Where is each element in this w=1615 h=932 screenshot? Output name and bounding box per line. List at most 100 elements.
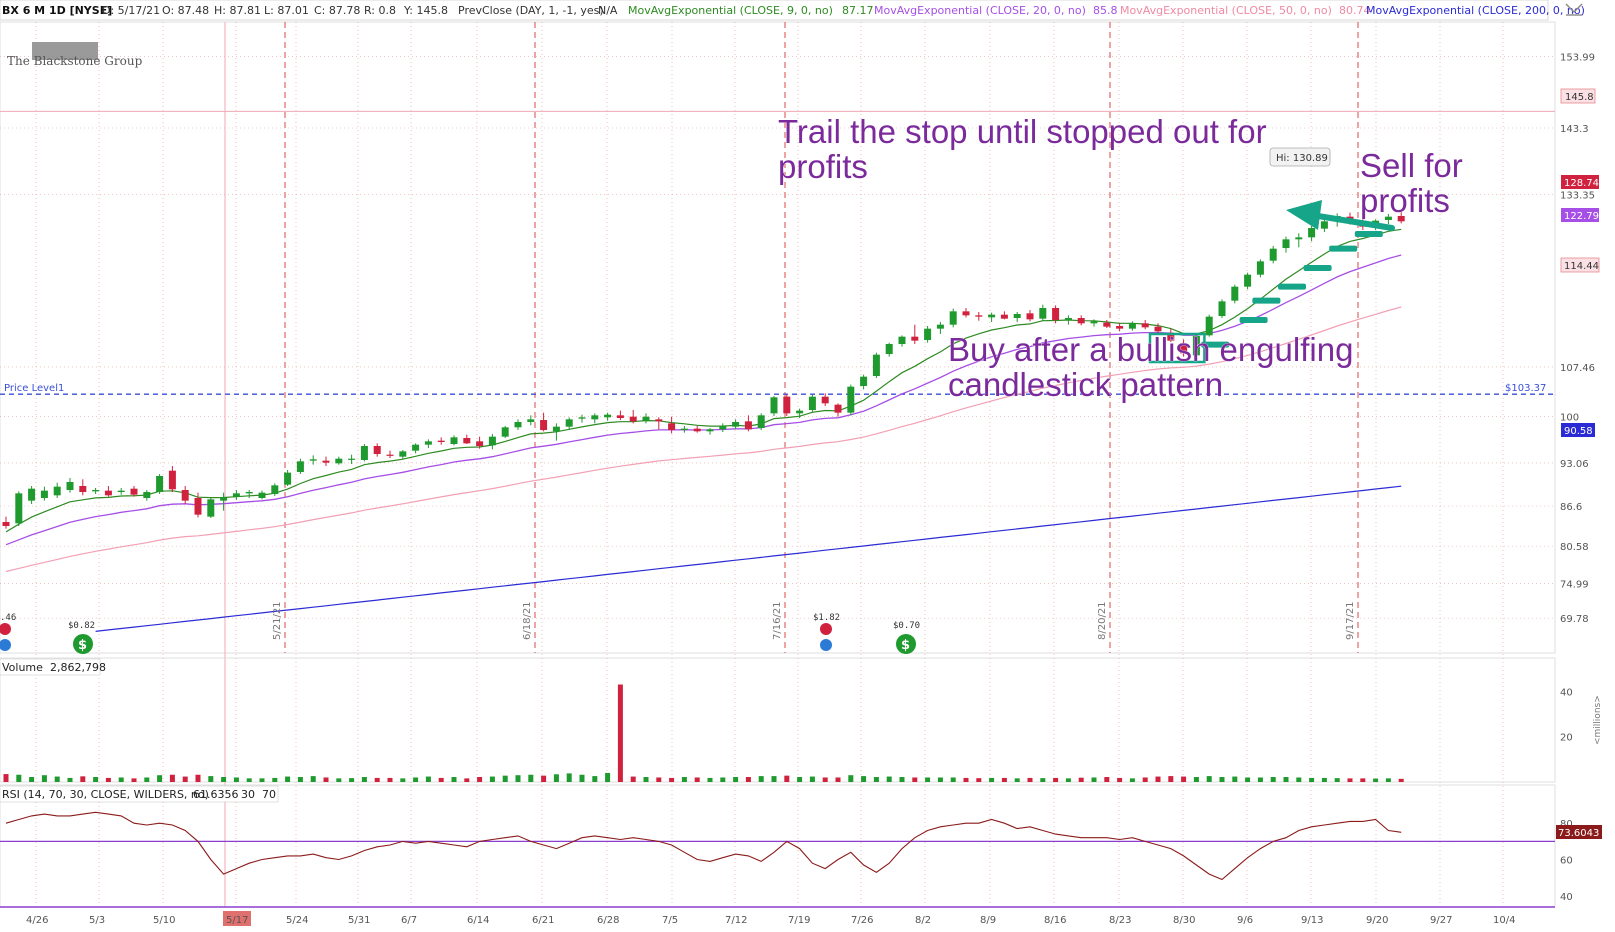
date-axis: 4/26 5/3 5/10 5/17 5/24 5/31 6/7 6/14 6/21 6/28 7/… bbox=[26, 911, 1515, 926]
y-label: Y: 145.8 bbox=[403, 4, 448, 17]
candle-body bbox=[1269, 248, 1277, 261]
volume-bar bbox=[157, 775, 163, 782]
volume-tick: 20 bbox=[1560, 733, 1573, 744]
volume-bar bbox=[605, 772, 611, 782]
ema200-label[interactable]: MovAvgExponential (CLOSE, 200, 0, no) bbox=[1366, 4, 1585, 17]
stop-marker bbox=[1278, 283, 1306, 290]
volume-bar bbox=[1104, 777, 1110, 782]
candle-body bbox=[821, 396, 829, 404]
ema50-label[interactable]: MovAvgExponential (CLOSE, 50, 0, no) bbox=[1120, 4, 1332, 17]
volume-bar bbox=[528, 774, 534, 782]
volume-bar bbox=[1360, 778, 1366, 782]
prevclose-value: N/A bbox=[598, 4, 618, 17]
price-level-value: $103.37 bbox=[1505, 383, 1546, 394]
volume-bar bbox=[477, 777, 483, 782]
stop-marker bbox=[1239, 317, 1268, 323]
dividend-icon[interactable] bbox=[896, 634, 916, 654]
volume-bars bbox=[3, 684, 1404, 782]
earnings-icon[interactable] bbox=[0, 623, 11, 635]
volume-bar bbox=[592, 776, 598, 782]
volume-bar bbox=[93, 777, 99, 782]
volume-bar bbox=[1129, 778, 1135, 782]
candle-body bbox=[975, 315, 983, 317]
ema9-label[interactable]: MovAvgExponential (CLOSE, 9, 0, no) bbox=[628, 4, 833, 17]
candle-body bbox=[540, 420, 548, 430]
volume-bar bbox=[733, 777, 739, 782]
candle-body bbox=[604, 414, 612, 418]
volume-bar bbox=[694, 777, 700, 782]
rsi-axis: 80 60 40 bbox=[1560, 819, 1573, 903]
earnings-icon[interactable] bbox=[820, 623, 832, 635]
volume-bar bbox=[758, 776, 764, 782]
price-tags: 145.8 128.74 122.79 114.44 90.58 bbox=[1560, 88, 1600, 437]
month-marker-label: 9/17/21 bbox=[1345, 601, 1356, 640]
volume-bar bbox=[41, 775, 47, 782]
volume-bar bbox=[221, 777, 227, 782]
open-label: O: 87.48 bbox=[162, 4, 209, 17]
volume-bar bbox=[989, 777, 995, 782]
date-label: D: 5/17/21 bbox=[102, 4, 160, 17]
dividend-icon[interactable] bbox=[73, 634, 93, 654]
collapse-icon[interactable] bbox=[1565, 3, 1583, 16]
rsi-ob: 30 bbox=[241, 788, 255, 801]
info-icon[interactable] bbox=[0, 639, 11, 651]
candle-body bbox=[450, 437, 458, 444]
month-marker-label: 5/21/21 bbox=[272, 601, 283, 640]
volume-bar bbox=[1283, 777, 1289, 782]
trail-annotation-line1: Trail the stop until stopped out for bbox=[778, 113, 1267, 150]
svg-text:$: $ bbox=[78, 638, 87, 653]
volume-bar bbox=[16, 774, 22, 782]
close-label: C: 87.78 bbox=[314, 4, 360, 17]
candle-body bbox=[847, 386, 855, 413]
date-tick: 7/12 bbox=[725, 915, 747, 926]
candle-body bbox=[322, 460, 330, 463]
date-tick: 5/17 bbox=[226, 915, 248, 926]
candle-body bbox=[245, 492, 253, 494]
volume-bar bbox=[349, 778, 355, 782]
candle-body bbox=[92, 490, 100, 492]
candle-body bbox=[1397, 216, 1405, 222]
volume-bar bbox=[963, 777, 969, 782]
volume-bar bbox=[630, 776, 636, 782]
volume-bar bbox=[1296, 777, 1302, 782]
hi-value: Hi: 130.89 bbox=[1276, 153, 1328, 164]
ema20-tag: 122.79 bbox=[1564, 211, 1599, 222]
volume-bar bbox=[387, 777, 393, 782]
price-tick: 69.78 bbox=[1560, 614, 1589, 625]
date-tick: 10/4 bbox=[1493, 915, 1515, 926]
candle-body bbox=[706, 429, 714, 432]
prevclose-label[interactable]: PrevClose (DAY, 1, -1, yes) bbox=[458, 4, 604, 17]
ema20-label[interactable]: MovAvgExponential (CLOSE, 20, 0, no) bbox=[874, 4, 1086, 17]
candle-body bbox=[348, 458, 356, 460]
candle-body bbox=[1052, 308, 1060, 320]
candle-body bbox=[1154, 326, 1162, 332]
rsi-header: RSI (14, 70, 30, CLOSE, WILDERS, no) 61.… bbox=[0, 785, 279, 803]
volume-bar bbox=[745, 777, 751, 782]
volume-bar bbox=[579, 774, 585, 782]
date-tick: 6/7 bbox=[401, 915, 417, 926]
volume-bar bbox=[336, 778, 342, 782]
candle-body bbox=[399, 451, 407, 457]
volume-bar bbox=[937, 777, 943, 782]
candle-body bbox=[1192, 336, 1200, 356]
symbol-label[interactable]: BX 6 M 1D [NYSE] bbox=[2, 4, 112, 17]
volume-bar bbox=[1206, 776, 1212, 782]
volume-bar bbox=[310, 776, 316, 782]
hi-label: Hi: 130.89 bbox=[1269, 147, 1331, 167]
ema50-value: 80.74 bbox=[1339, 4, 1371, 17]
volume-bar bbox=[1232, 776, 1238, 782]
candle-body bbox=[1180, 343, 1188, 354]
volume-bar bbox=[451, 777, 457, 782]
stop-marker bbox=[1354, 231, 1383, 237]
volume-bar bbox=[1347, 778, 1353, 782]
candle-body bbox=[1295, 237, 1303, 240]
volume-bar bbox=[566, 773, 572, 782]
candle-body bbox=[1013, 314, 1021, 318]
info-icon[interactable] bbox=[820, 639, 832, 651]
candle-body bbox=[258, 492, 266, 498]
volume-bar bbox=[1334, 778, 1340, 782]
candle-body bbox=[770, 397, 778, 414]
candle-body bbox=[284, 472, 292, 485]
candle-body bbox=[744, 421, 752, 430]
